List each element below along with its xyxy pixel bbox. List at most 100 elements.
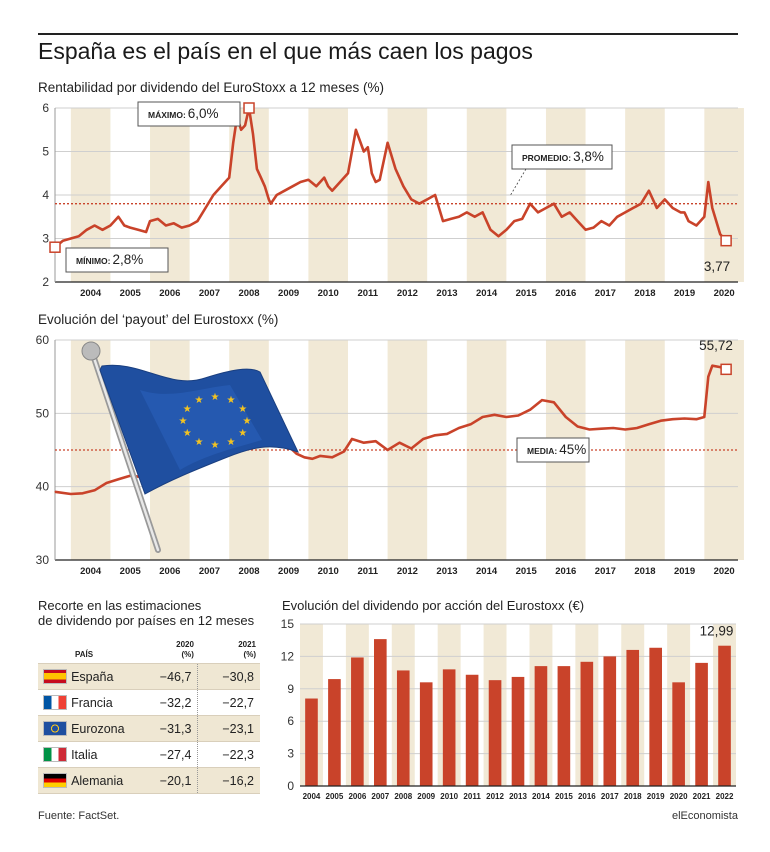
data-point (577, 425, 579, 428)
flag-star: ★ (238, 428, 247, 439)
data-point (264, 185, 266, 187)
flag-star: ★ (183, 404, 192, 415)
data-point (137, 229, 139, 231)
data-point (588, 428, 591, 431)
data-point (276, 194, 278, 196)
data-point (295, 453, 298, 455)
data-point (145, 231, 147, 233)
country-name: Francia (71, 689, 136, 716)
table-row: Alemania −20,1 −16,2 (38, 767, 260, 794)
data-point (410, 198, 412, 200)
data-point (660, 420, 662, 422)
flag-star: ★ (183, 428, 192, 439)
data-point (672, 207, 674, 209)
country-name: Italia (71, 741, 136, 768)
data-point (375, 440, 377, 442)
col-2020: 2020 (%) (136, 640, 198, 664)
x-tick-label: 2020 (714, 288, 735, 299)
data-point (648, 190, 650, 192)
x-tick-label: 2004 (80, 288, 102, 299)
data-point (434, 434, 436, 436)
last-value-label: 12,99 (700, 624, 734, 639)
data-point (196, 220, 199, 222)
data-point (284, 190, 286, 192)
data-point (703, 216, 705, 218)
last-marker (720, 363, 732, 376)
bar (649, 647, 662, 786)
data-point (505, 229, 507, 231)
x-tick-label: 2007 (371, 792, 389, 801)
data-point (482, 416, 484, 418)
brand-logo: elEconomista (671, 810, 738, 822)
data-point (105, 482, 108, 484)
x-tick-label: 2006 (348, 792, 366, 801)
x-tick-label: 2014 (532, 792, 550, 801)
france-flag-icon (42, 695, 67, 711)
payout-chart: 2004 2005 2006 2007 2008 2009 2010 2011 2012 2013… (36, 333, 744, 577)
x-tick-label: 2006 (159, 566, 180, 577)
x-tick-label: 2015 (516, 288, 538, 299)
table-row: Francia −32,2 −22,7 (38, 689, 260, 716)
data-point (636, 427, 638, 429)
data-point (446, 433, 448, 435)
data-point (584, 229, 587, 231)
data-point (683, 417, 686, 420)
data-point (442, 220, 444, 222)
avg-callout-box (511, 144, 613, 170)
x-tick-label: 2020 (714, 566, 735, 577)
flag-cell (38, 715, 72, 742)
eu-flag-illustration: ★★★★★★★★★ ★ ★★ (81, 341, 299, 553)
x-tick-label: 2016 (555, 566, 576, 577)
source-note: Fuente: FactSet. (38, 810, 120, 822)
data-point (474, 216, 476, 218)
col-2021-year: 2021 (238, 640, 256, 649)
data-point (703, 416, 705, 418)
data-point (70, 493, 72, 495)
x-tick-label: 2005 (326, 792, 344, 801)
data-point (569, 211, 571, 213)
data-point (482, 211, 484, 213)
data-point (173, 222, 175, 224)
data-point (402, 185, 405, 187)
data-point (561, 216, 563, 218)
data-point (648, 423, 650, 425)
data-point (315, 185, 317, 187)
data-point (93, 489, 96, 491)
cut-2020-value: −20,1 (135, 767, 198, 794)
data-point (545, 207, 547, 209)
min-marker (49, 241, 61, 253)
x-tick-label: 2004 (303, 792, 321, 801)
flag-cell (38, 741, 72, 768)
data-point (355, 129, 357, 131)
data-point (331, 456, 333, 458)
x-tick-label: 2018 (624, 792, 642, 801)
x-tick-label: 2013 (436, 566, 457, 577)
x-tick-label: 2018 (634, 566, 655, 577)
x-tick-label: 2004 (80, 566, 102, 577)
data-point (363, 150, 365, 153)
y-tick-label: 30 (36, 553, 50, 567)
y-tick-label: 50 (36, 406, 50, 420)
x-tick-label: 2015 (516, 566, 538, 577)
x-tick-label: 2020 (670, 792, 688, 801)
table-title-line1: Recorte en las estimaciones (38, 598, 202, 613)
data-point (109, 224, 112, 227)
flag-cell (38, 689, 72, 716)
x-tick-label: 2016 (578, 792, 596, 801)
data-point (612, 427, 614, 429)
col-2020-unit: (%) (181, 650, 194, 659)
y-tick-label: 40 (36, 480, 50, 494)
avg-callout-box (516, 437, 590, 463)
data-point (260, 177, 262, 179)
data-point (181, 227, 183, 229)
data-point (327, 185, 329, 187)
x-tick-label: 2005 (120, 566, 142, 577)
data-point (434, 194, 436, 196)
max-callout-box (137, 101, 241, 127)
x-tick-label: 2019 (674, 566, 695, 577)
bar (511, 676, 525, 786)
data-point (375, 181, 377, 183)
bar (419, 682, 433, 786)
data-point (331, 190, 333, 192)
x-tick-label: 2016 (555, 288, 576, 299)
